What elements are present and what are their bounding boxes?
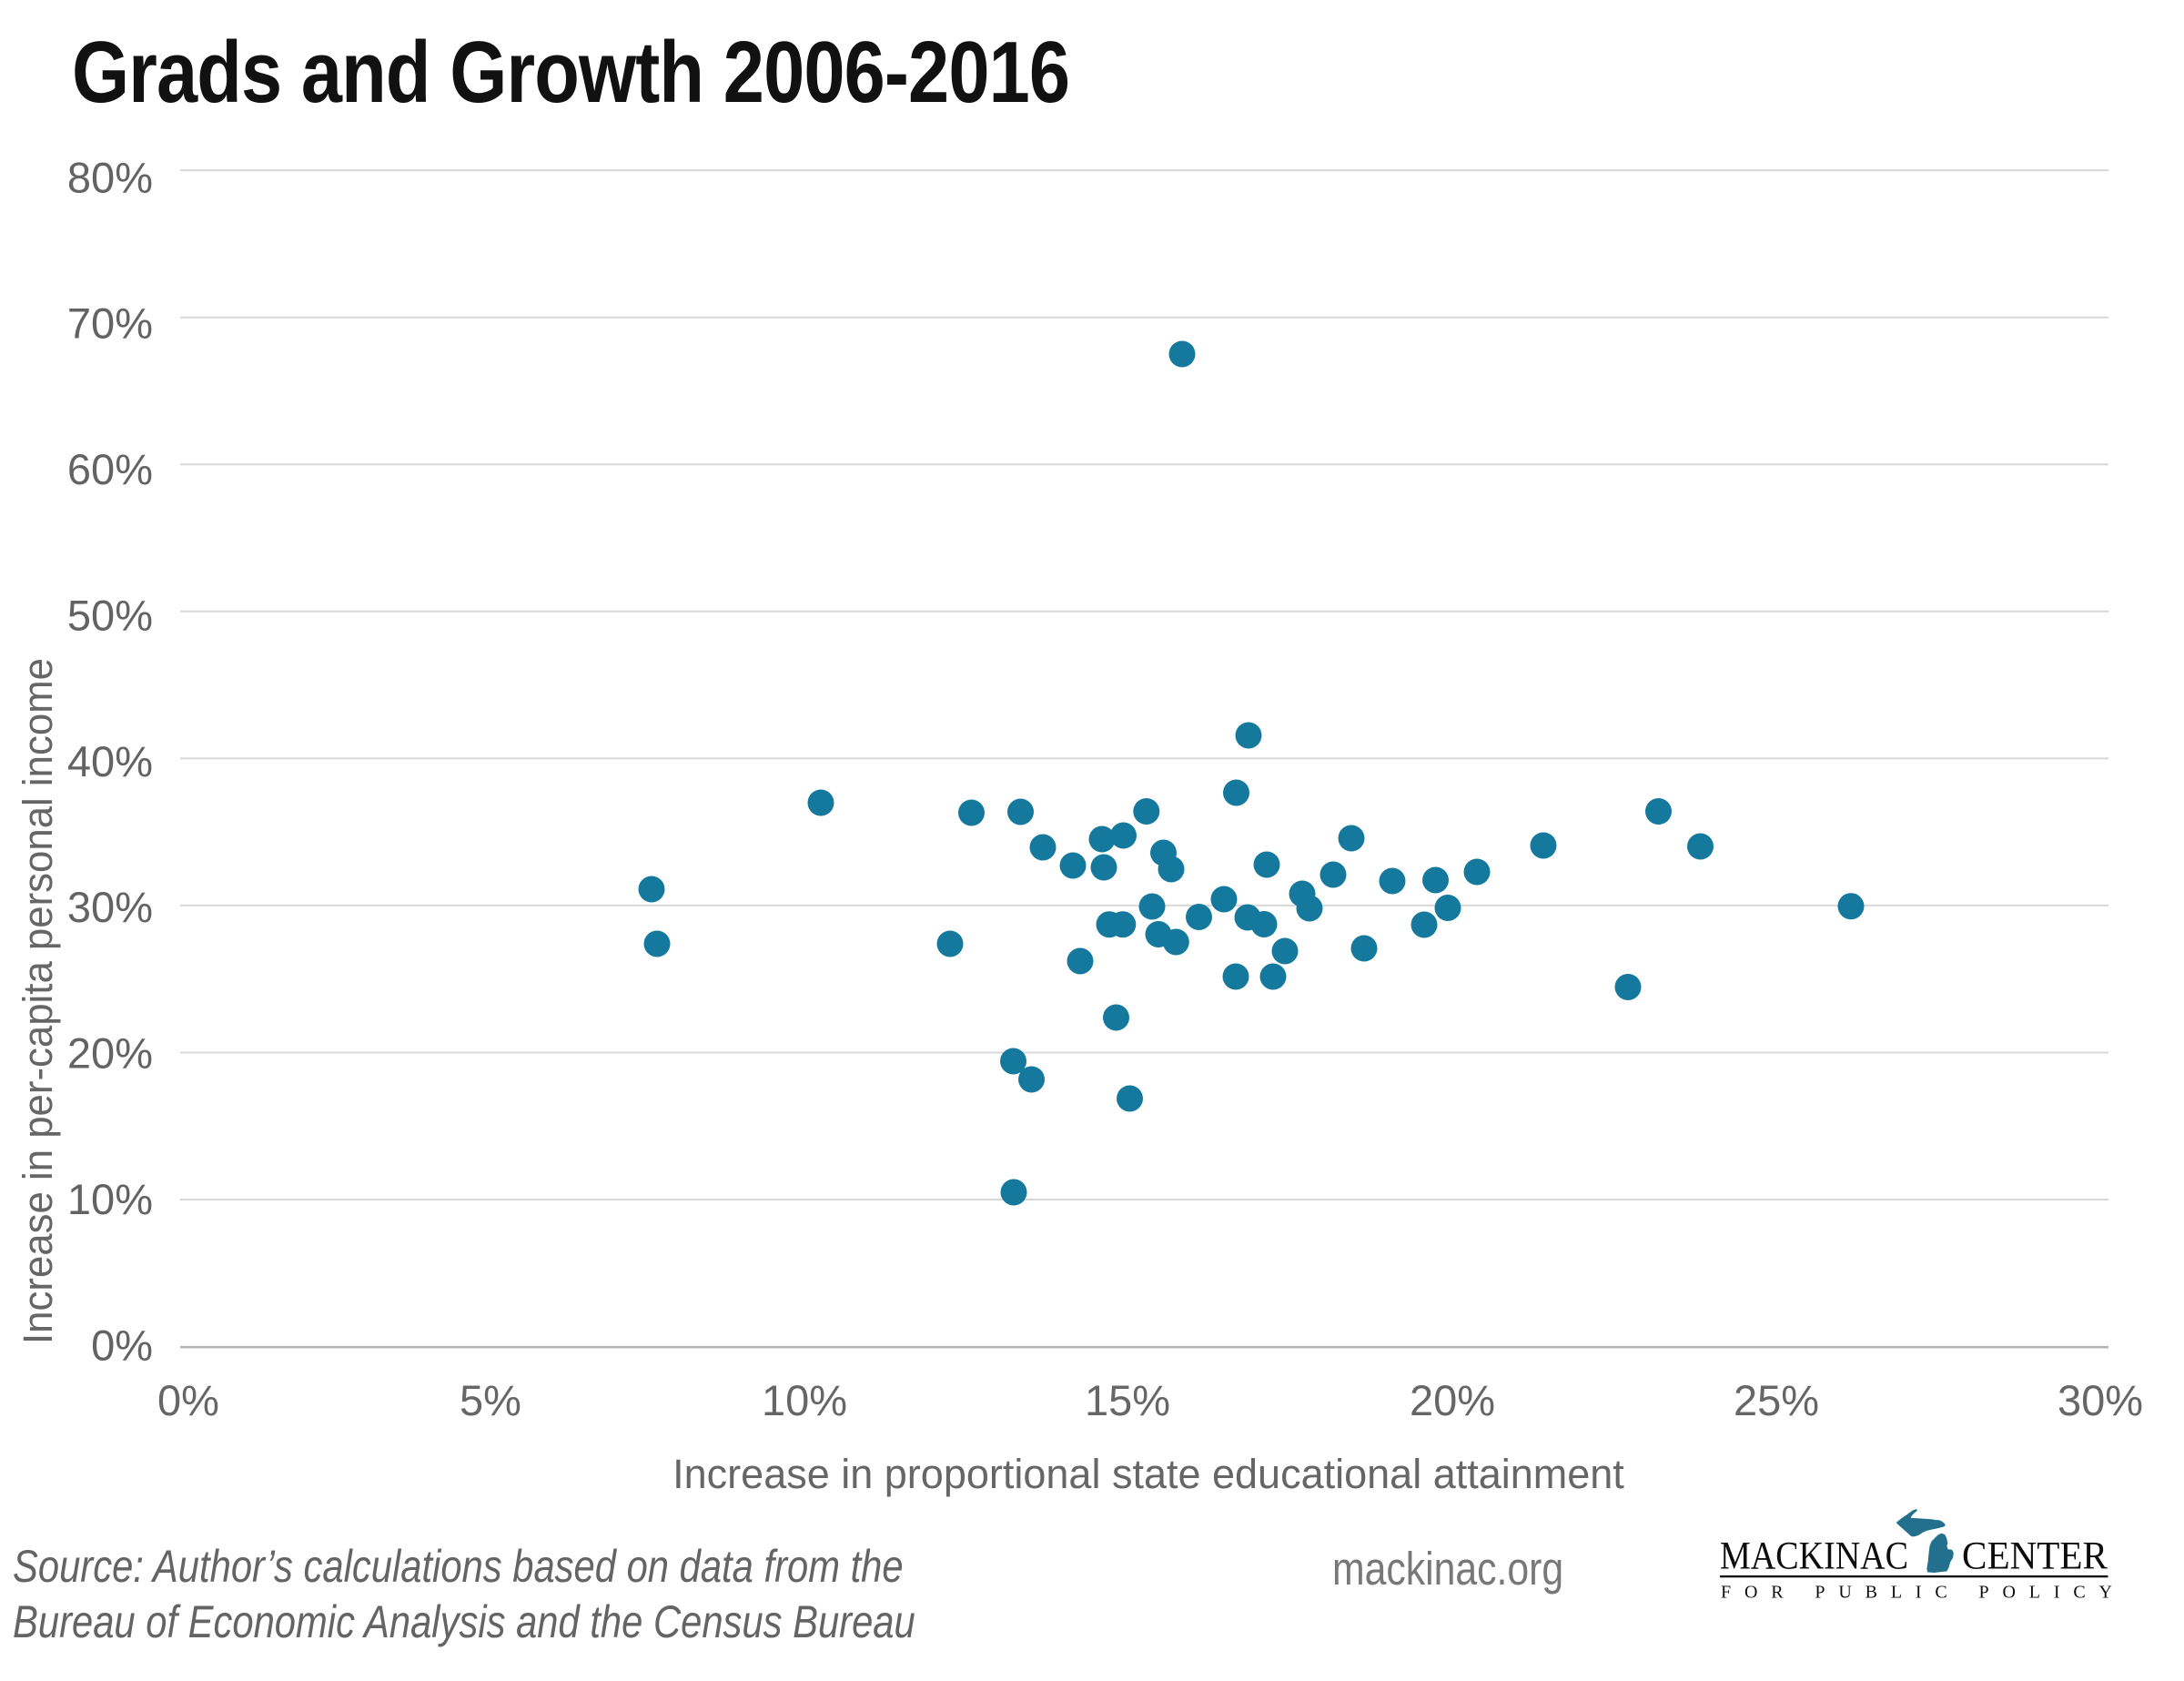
svg-text:Increase in proportional state: Increase in proportional state education… <box>672 1451 1624 1497</box>
svg-text:Increase in per-capita persona: Increase in per-capita personal income <box>15 658 61 1344</box>
svg-text:10%: 10% <box>762 1376 847 1424</box>
svg-text:20%: 20% <box>67 1029 153 1078</box>
svg-text:80%: 80% <box>67 153 153 201</box>
svg-text:60%: 60% <box>67 445 153 493</box>
svg-text:20%: 20% <box>1410 1376 1495 1424</box>
svg-text:0%: 0% <box>91 1321 153 1369</box>
svg-text:70%: 70% <box>67 299 153 348</box>
svg-text:30%: 30% <box>2058 1376 2143 1424</box>
svg-text:25%: 25% <box>1734 1376 1819 1424</box>
svg-text:MACKINAC: MACKINAC <box>1720 1534 1908 1578</box>
svg-text:0%: 0% <box>157 1376 219 1424</box>
svg-text:50%: 50% <box>67 591 153 639</box>
svg-text:15%: 15% <box>1085 1376 1170 1424</box>
svg-text:30%: 30% <box>67 883 153 931</box>
svg-text:5%: 5% <box>460 1376 521 1424</box>
svg-text:40%: 40% <box>67 737 153 785</box>
svg-text:10%: 10% <box>67 1175 153 1223</box>
svg-text:FOR PUBLIC POLICY: FOR PUBLIC POLICY <box>1721 1583 2112 1603</box>
svg-text:CENTER: CENTER <box>1962 1534 2108 1578</box>
